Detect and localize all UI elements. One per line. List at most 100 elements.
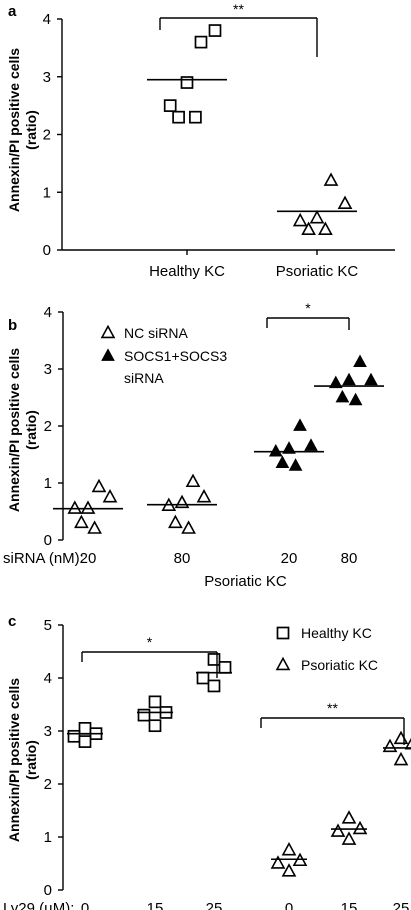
x-category-label: Healthy KC	[149, 263, 225, 280]
panel-c: c Annexin/PI positive cells (ratio) 0 1 2 3 4 5 L…	[3, 613, 411, 910]
x-tick-label: 20	[281, 550, 298, 567]
data-point	[335, 389, 350, 403]
y-axis-label-unit: (ratio)	[23, 110, 39, 150]
data-point	[67, 729, 81, 743]
x-tick-label: 80	[341, 550, 358, 567]
y-tick-label: 4	[43, 11, 51, 28]
legend-label: Psoriatic KC	[301, 657, 378, 673]
x-axis-prefix: siRNA (nM):	[3, 550, 84, 567]
x-tick-label: 15	[341, 900, 358, 910]
data-point	[189, 110, 202, 124]
data-point	[364, 372, 378, 386]
y-tick-label: 0	[44, 532, 52, 549]
x-tick-label: 80	[174, 550, 191, 567]
y-axis-label-unit: (ratio)	[23, 410, 39, 450]
data-point	[348, 392, 363, 406]
data-point	[87, 520, 102, 534]
legend-marker	[101, 348, 115, 361]
data-point	[353, 354, 367, 368]
data-point	[137, 708, 151, 722]
x-tick-label: 0	[81, 900, 89, 910]
data-point	[78, 735, 92, 748]
x-tick-label: 25	[393, 900, 410, 910]
data-point	[207, 679, 221, 693]
y-tick-label: 4	[44, 304, 52, 321]
y-axis-label: Annexin/PI positive cells	[6, 48, 22, 212]
panel-letter: b	[8, 317, 17, 334]
data-point	[196, 488, 212, 503]
y-tick-label: 3	[44, 361, 52, 378]
data-point	[148, 695, 162, 709]
data-point	[318, 221, 333, 235]
data-point	[172, 110, 185, 124]
y-axis-label: Annexin/PI positive cells	[6, 678, 22, 842]
data-point	[288, 458, 303, 471]
data-point	[404, 737, 411, 750]
y-tick-label: 1	[44, 829, 52, 846]
significance-label: *	[147, 634, 153, 650]
data-point	[382, 738, 398, 753]
data-point	[74, 514, 89, 529]
legend-label: SOCS1+SOCS3	[124, 348, 227, 364]
data-point	[78, 721, 92, 735]
data-point	[292, 212, 308, 227]
data-point	[304, 438, 318, 451]
data-point	[281, 841, 297, 856]
x-category-label: Psoriatic KC	[276, 263, 359, 280]
y-axis-label-unit: (ratio)	[23, 740, 39, 780]
data-point	[268, 444, 283, 457]
data-point	[207, 653, 221, 666]
data-point	[323, 172, 339, 186]
legend-label: Healthy KC	[301, 625, 372, 641]
data-point	[163, 99, 177, 112]
data-point	[328, 375, 343, 389]
panel-a: a Annexin/PI positive cells (ratio) 0 1 2 3 4 He…	[6, 1, 395, 280]
legend-label: siRNA	[124, 370, 164, 386]
x-axis-prefix: Ly29 (µM):	[3, 900, 74, 910]
data-point	[196, 671, 210, 685]
x-tick-label: 0	[285, 900, 293, 910]
legend-marker	[275, 656, 291, 671]
data-point	[185, 473, 201, 488]
data-point	[91, 478, 107, 493]
data-point	[218, 661, 232, 674]
data-point	[293, 418, 307, 431]
data-point	[341, 831, 357, 845]
data-point	[393, 730, 409, 745]
data-point	[282, 441, 296, 454]
data-point	[393, 751, 409, 766]
y-tick-label: 0	[44, 882, 52, 899]
significance-label: **	[327, 700, 338, 716]
data-point	[67, 500, 83, 514]
significance-label: **	[233, 1, 244, 17]
data-point	[309, 209, 325, 224]
panel-letter: a	[8, 3, 17, 20]
y-tick-label: 4	[44, 670, 52, 687]
y-tick-label: 0	[43, 242, 51, 259]
y-tick-label: 2	[43, 127, 51, 144]
data-point	[330, 823, 346, 837]
data-point	[180, 76, 194, 89]
data-point	[341, 810, 357, 824]
x-tick-label: 20	[80, 550, 97, 567]
x-group-label: Psoriatic KC	[204, 573, 287, 590]
panel-b: b Annexin/PI positive cells (ratio) 0 1 2 3 4 si…	[3, 300, 384, 590]
data-point	[80, 500, 96, 514]
data-point	[337, 195, 353, 209]
y-tick-label: 2	[44, 776, 52, 793]
data-point	[270, 855, 286, 869]
significance-label: *	[305, 300, 311, 316]
data-point	[352, 820, 368, 835]
x-tick-label: 15	[147, 900, 164, 910]
y-tick-label: 2	[44, 418, 52, 435]
data-point	[174, 494, 190, 509]
legend-label: NC siRNA	[124, 325, 188, 341]
legend-marker	[100, 324, 116, 339]
data-point	[168, 514, 183, 529]
y-axis-label: Annexin/PI positive cells	[6, 348, 22, 512]
legend-marker	[276, 626, 290, 640]
data-point	[208, 24, 222, 37]
data-point	[301, 221, 316, 235]
y-tick-label: 1	[43, 184, 51, 201]
